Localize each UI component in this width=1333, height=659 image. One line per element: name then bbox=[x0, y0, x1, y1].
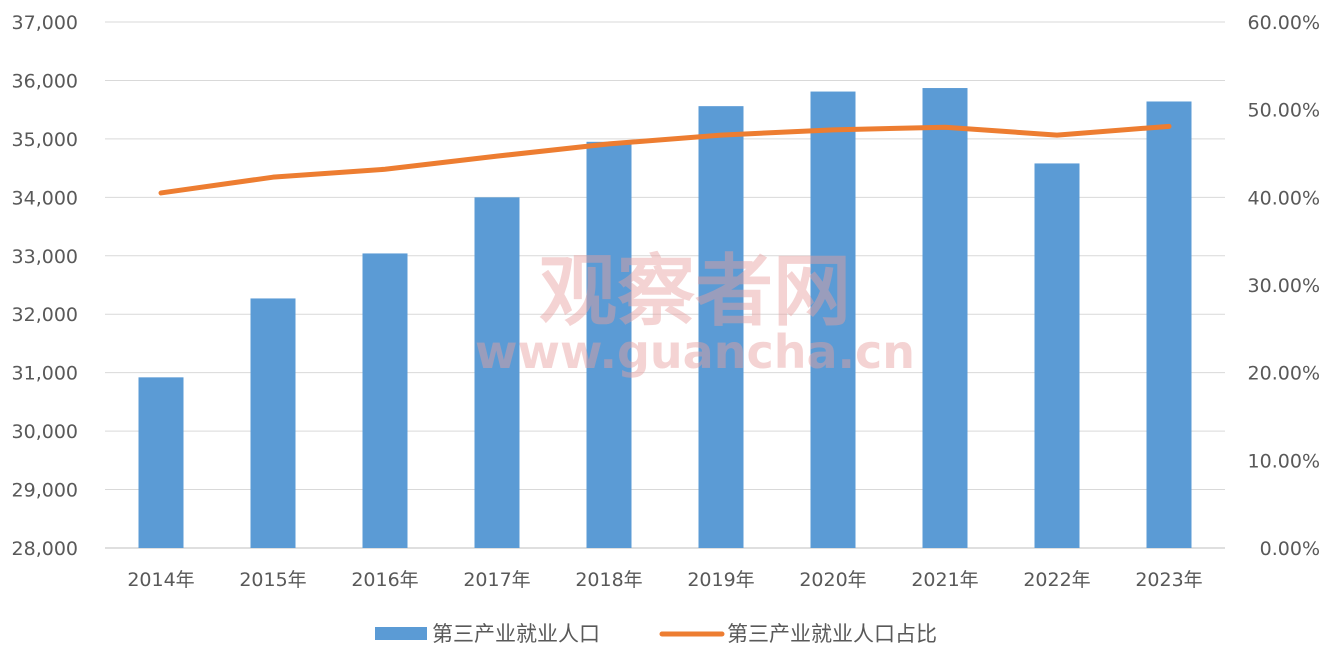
x-axis-ticks: 2014年 2015年 2016年 2017年 2018年 2019年 2020年 2021年… bbox=[127, 569, 1202, 591]
left-tick-label: 28,000 bbox=[12, 538, 78, 560]
right-tick-label: 40.00% bbox=[1248, 187, 1320, 209]
left-tick-label: 29,000 bbox=[12, 480, 78, 502]
line-series bbox=[158, 123, 1172, 196]
bar bbox=[250, 298, 296, 548]
right-tick-label: 10.00% bbox=[1248, 450, 1320, 472]
bar bbox=[138, 377, 184, 548]
x-tick-label: 2017年 bbox=[463, 569, 530, 591]
watermark-logo-text: 观察者网 bbox=[539, 247, 851, 337]
left-tick-label: 32,000 bbox=[12, 304, 78, 326]
legend-bar-swatch bbox=[375, 627, 427, 640]
bar bbox=[362, 253, 408, 548]
bar bbox=[1034, 163, 1080, 549]
bar bbox=[1146, 101, 1192, 549]
x-tick-label: 2021年 bbox=[911, 569, 978, 591]
watermark: 观察者网 www.guancha.cn bbox=[475, 247, 915, 379]
left-axis-ticks: 28,000 29,000 30,000 31,000 32,000 33,000 34,0… bbox=[12, 12, 78, 560]
x-tick-label: 2014年 bbox=[127, 569, 194, 591]
left-tick-label: 35,000 bbox=[12, 129, 78, 151]
right-axis-ticks: 0.00% 10.00% 20.00% 30.00% 40.00% 50.00% 60.00… bbox=[1248, 12, 1320, 560]
x-tick-label: 2022年 bbox=[1023, 569, 1090, 591]
line-path bbox=[158, 123, 1172, 196]
x-tick-label: 2023年 bbox=[1135, 569, 1202, 591]
bar bbox=[810, 91, 856, 548]
bar bbox=[922, 88, 968, 548]
left-tick-label: 33,000 bbox=[12, 246, 78, 268]
x-tick-label: 2018年 bbox=[575, 569, 642, 591]
watermark-url-text: www.guancha.cn bbox=[475, 325, 915, 379]
right-tick-label: 20.00% bbox=[1248, 363, 1320, 385]
legend-line-label: 第三产业就业人口占比 bbox=[727, 622, 937, 646]
bar bbox=[474, 197, 520, 549]
left-tick-label: 36,000 bbox=[12, 70, 78, 92]
left-tick-label: 34,000 bbox=[12, 187, 78, 209]
left-tick-label: 30,000 bbox=[12, 421, 78, 443]
x-tick-label: 2019年 bbox=[687, 569, 754, 591]
legend-bar-label: 第三产业就业人口 bbox=[432, 622, 600, 646]
left-tick-label: 31,000 bbox=[12, 363, 78, 385]
legend: 第三产业就业人口 第三产业就业人口占比 bbox=[375, 622, 937, 646]
x-tick-label: 2015年 bbox=[239, 569, 306, 591]
right-tick-label: 60.00% bbox=[1248, 12, 1320, 34]
bar-series bbox=[138, 88, 1192, 549]
right-tick-label: 50.00% bbox=[1248, 100, 1320, 122]
x-tick-label: 2020年 bbox=[799, 569, 866, 591]
right-tick-label: 30.00% bbox=[1248, 275, 1320, 297]
bar bbox=[698, 106, 744, 548]
bar bbox=[586, 141, 632, 549]
x-tick-label: 2016年 bbox=[351, 569, 418, 591]
left-tick-label: 37,000 bbox=[12, 12, 78, 34]
right-tick-label: 0.00% bbox=[1260, 538, 1320, 560]
